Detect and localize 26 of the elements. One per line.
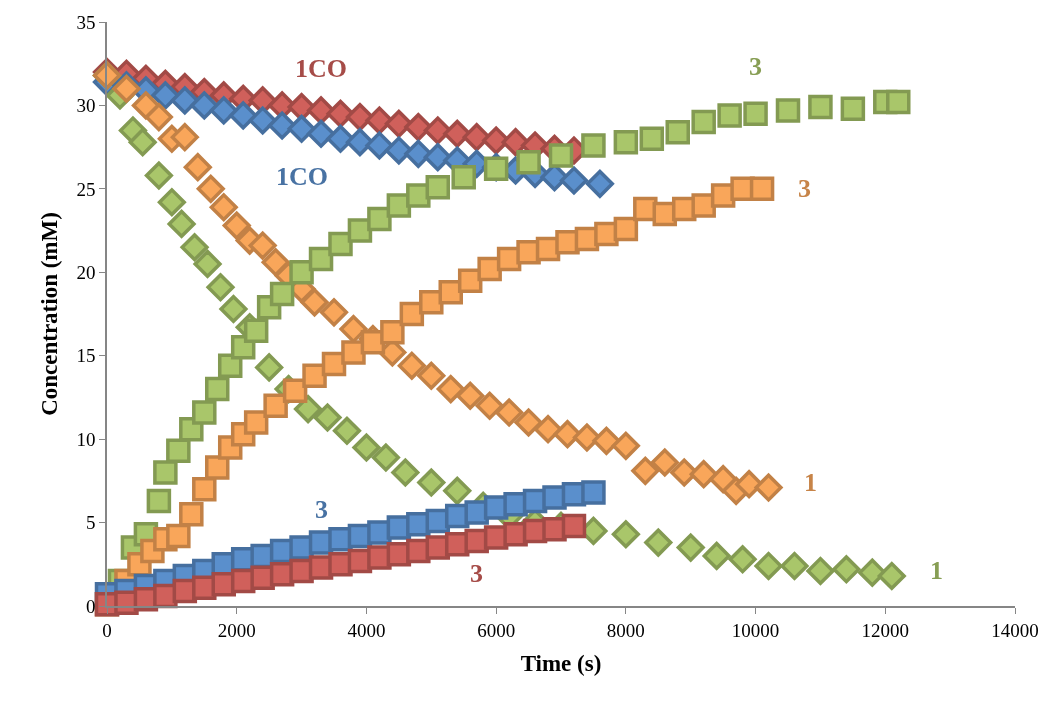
y-tick-label: 0 bbox=[85, 595, 96, 617]
series-label: 3 bbox=[798, 174, 811, 203]
y-tick-label: 20 bbox=[76, 261, 96, 283]
series-label: 1 bbox=[804, 468, 817, 497]
series-label: 1 bbox=[930, 556, 943, 585]
y-tick-label: 30 bbox=[76, 95, 96, 117]
y-tick-label: 15 bbox=[76, 345, 96, 367]
x-axis-title: Time (s) bbox=[520, 650, 602, 676]
x-tick-label: 2000 bbox=[217, 619, 256, 641]
series-label: 3 bbox=[749, 52, 762, 81]
series-label: 1CO bbox=[276, 162, 328, 191]
x-tick-label: 0 bbox=[102, 619, 112, 641]
x-tick-label: 6000 bbox=[477, 619, 516, 641]
y-tick-label: 5 bbox=[85, 512, 96, 534]
series-label: 1CO bbox=[295, 54, 347, 83]
y-tick-label: 25 bbox=[76, 178, 96, 200]
y-axis-title: Concentration (mM) bbox=[37, 212, 63, 416]
y-tick-label: 10 bbox=[76, 428, 96, 450]
x-tick-label: 10000 bbox=[731, 619, 780, 641]
series-label: 3 bbox=[315, 495, 328, 524]
y-tick-label: 35 bbox=[76, 11, 96, 33]
x-tick-label: 8000 bbox=[606, 619, 645, 641]
x-tick-label: 12000 bbox=[861, 619, 910, 641]
series-label: 3 bbox=[470, 559, 483, 588]
x-tick-label: 4000 bbox=[347, 619, 386, 641]
x-tick-label: 14000 bbox=[991, 619, 1039, 641]
